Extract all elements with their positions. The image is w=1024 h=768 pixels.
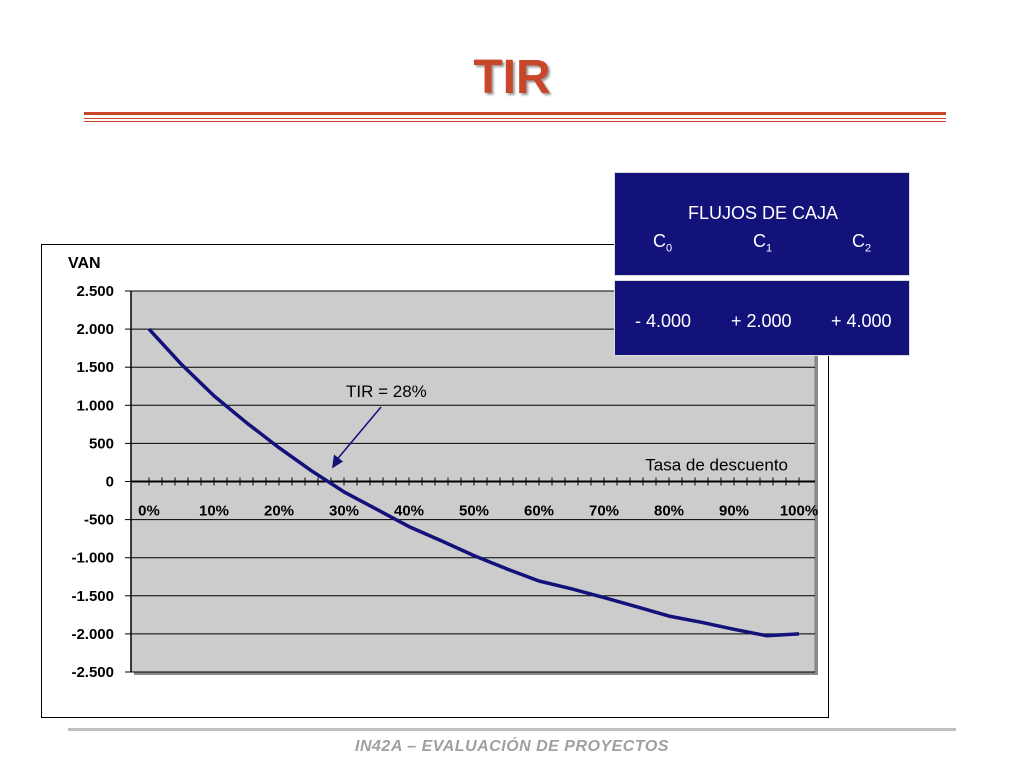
column-c2-sub: 2 (865, 242, 872, 255)
x-tick-label: 30% (329, 503, 359, 520)
column-c1-sub: 1 (766, 242, 773, 255)
y-tick-label: -2.000 (71, 626, 114, 643)
column-c1: C1 (753, 231, 772, 255)
x-tick-label: 90% (719, 503, 749, 520)
x-tick-label: 60% (524, 503, 554, 520)
cash-flow-header: FLUJOS DE CAJA C0 C1 C2 (614, 172, 910, 276)
tir-arrow-head (332, 454, 343, 469)
x-tick-label: 0% (138, 503, 160, 520)
column-c2: C2 (852, 231, 871, 255)
column-c0: C0 (653, 231, 672, 255)
column-c2-label: C (852, 231, 865, 251)
column-c0-label: C (653, 231, 666, 251)
tir-arrow-shaft (336, 406, 382, 460)
value-c1: + 2.000 (731, 311, 792, 331)
y-tick-label: 2.500 (76, 283, 114, 300)
y-tick-label: -1.500 (71, 588, 114, 605)
x-tick-label: 40% (394, 503, 424, 520)
y-tick-label: 0 (106, 474, 114, 491)
x-tick-label: 80% (654, 503, 684, 520)
column-c1-label: C (753, 231, 766, 251)
value-c2: + 4.000 (831, 311, 892, 331)
title-rule-thin-2 (84, 121, 946, 122)
title-rule-thin (84, 118, 946, 119)
y-tick-label: 1.500 (76, 359, 114, 376)
x-tick-label: 20% (264, 503, 294, 520)
y-tick-label: -500 (84, 512, 114, 529)
y-tick-label: 2.000 (76, 321, 114, 338)
y-tick-label: 1.000 (76, 397, 114, 414)
x-tick-label: 70% (589, 503, 619, 520)
x-tick-label: 50% (459, 503, 489, 520)
y-axis-title: VAN (68, 255, 101, 272)
title-rule (84, 112, 946, 115)
y-tick-label: 500 (89, 435, 114, 452)
footer-text: IN42A – EVALUACIÓN DE PROYECTOS (355, 738, 669, 755)
y-tick-label: -2.500 (71, 664, 114, 681)
footer-rule (68, 728, 956, 731)
y-tick-label: -1.000 (71, 550, 114, 567)
column-c0-sub: 0 (666, 242, 673, 255)
cash-flow-table: FLUJOS DE CAJA C0 C1 C2 - 4.000 + 2.000 … (614, 172, 910, 356)
van-line (147, 327, 800, 638)
cash-flow-title: FLUJOS DE CAJA (687, 203, 839, 223)
chart-svg: 2.500 2.000 1.500 1.000 500 0 -500 -1.000 -1.500… (68, 255, 818, 681)
tir-annotation: TIR = 28% (346, 382, 427, 401)
slide-title: TIR (473, 51, 551, 104)
value-c0: - 4.000 (635, 311, 692, 331)
x-tick-label: 100% (780, 503, 818, 520)
x-tick-label: 10% (199, 503, 229, 520)
cash-flow-values: - 4.000 + 2.000 + 4.000 (614, 280, 910, 356)
x-axis-title: Tasa de descuento (645, 456, 788, 475)
